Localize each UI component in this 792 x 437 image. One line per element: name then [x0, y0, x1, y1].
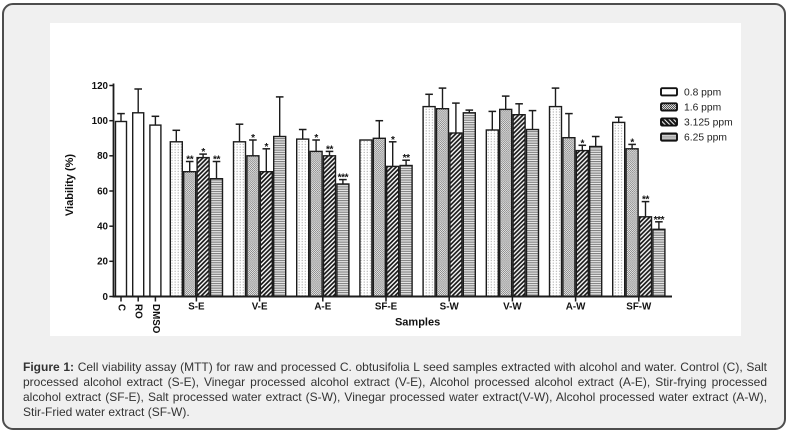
svg-text:40: 40	[97, 222, 108, 233]
svg-text:**: **	[213, 155, 220, 166]
svg-text:C: C	[115, 304, 126, 311]
svg-text:**: **	[642, 195, 649, 206]
svg-text:***: ***	[654, 215, 665, 226]
svg-text:*: *	[391, 135, 395, 146]
svg-text:*: *	[265, 142, 269, 153]
svg-text:***: ***	[338, 173, 349, 184]
svg-text:*: *	[314, 133, 318, 144]
svg-text:*: *	[251, 133, 255, 144]
svg-text:*: *	[201, 147, 205, 158]
svg-text:**: **	[326, 144, 333, 155]
svg-text:SF-E: SF-E	[375, 302, 398, 313]
svg-text:100: 100	[92, 116, 109, 127]
svg-text:**: **	[403, 153, 410, 164]
svg-text:DMSO: DMSO	[150, 304, 161, 334]
svg-text:S-W: S-W	[440, 302, 460, 313]
svg-text:20: 20	[97, 257, 108, 268]
svg-text:60: 60	[97, 186, 108, 197]
svg-text:A-E: A-E	[314, 302, 331, 313]
svg-text:80: 80	[97, 151, 108, 162]
svg-text:V-W: V-W	[503, 302, 522, 313]
svg-text:0.8 ppm: 0.8 ppm	[684, 87, 721, 98]
svg-text:*: *	[630, 137, 634, 148]
svg-text:**: **	[186, 155, 193, 166]
svg-text:6.25 ppm: 6.25 ppm	[684, 133, 727, 144]
svg-text:SF-W: SF-W	[626, 302, 652, 313]
svg-text:Viability (%): Viability (%)	[64, 154, 76, 216]
svg-text:0: 0	[103, 292, 109, 303]
svg-text:3.125 ppm: 3.125 ppm	[684, 118, 733, 129]
svg-text:*: *	[581, 138, 585, 149]
svg-text:1.6 ppm: 1.6 ppm	[684, 103, 721, 114]
svg-text:S-E: S-E	[188, 302, 205, 313]
svg-text:120: 120	[92, 81, 109, 92]
svg-text:A-W: A-W	[566, 302, 586, 313]
svg-text:RO: RO	[133, 304, 144, 319]
svg-text:Samples: Samples	[395, 317, 440, 329]
svg-text:V-E: V-E	[252, 302, 268, 313]
